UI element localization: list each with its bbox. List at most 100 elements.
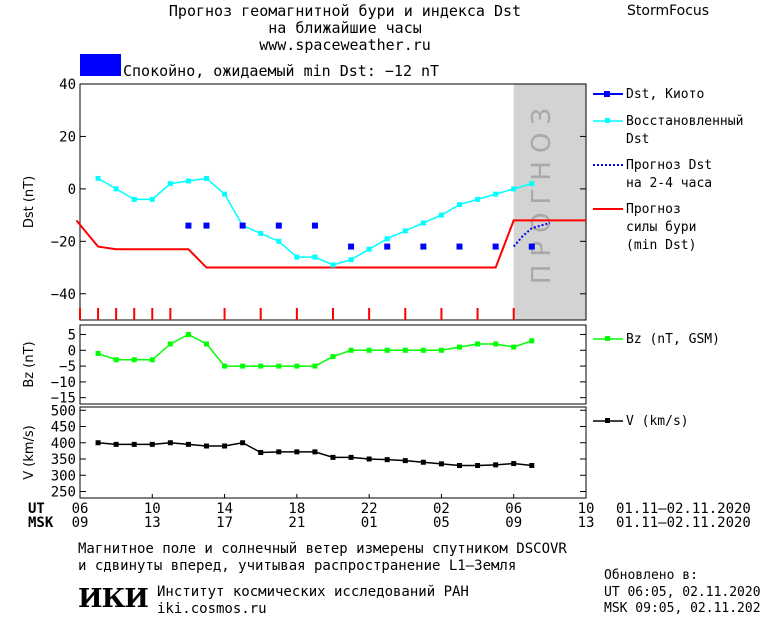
dst-kyoto-point-2 [239, 222, 246, 229]
dst-ytick-label-2: 0 [68, 182, 76, 198]
bz-point-23 [511, 344, 517, 350]
dst-restored-point-11 [294, 254, 300, 260]
brand-name: StormFocus [627, 3, 710, 19]
msk-tick-label-3: 21 [288, 515, 305, 531]
forecast-label: ПРОГНОЗ [527, 100, 557, 284]
page-subtitle: на ближайшие часы [268, 19, 422, 37]
dst-panel: ПРОГНОЗ 40 20 0 −20 −40 Dst (nT) [22, 77, 623, 321]
v-ytick-label-0: 500 [51, 403, 76, 419]
status-color-box [80, 54, 121, 76]
dst-restored-point-13 [330, 262, 336, 268]
bz-point-21 [475, 341, 481, 347]
bz-line [97, 333, 533, 367]
legend-kyoto-marker [604, 91, 610, 97]
ut-tick-label-5: 02 [433, 501, 450, 517]
ut-tick-label-6: 06 [505, 501, 522, 517]
dst-restored-point-24 [529, 181, 535, 187]
dst-kyoto-point-8 [456, 243, 463, 250]
dst-kyoto-point-9 [492, 243, 499, 250]
bz-point-14 [348, 347, 354, 353]
dst-restored-point-10 [276, 238, 282, 244]
v-ytick-label-1: 450 [51, 420, 76, 436]
dst-restored-point-9 [258, 230, 264, 236]
dst-restored-point-14 [348, 257, 354, 263]
dst-restored-point-23 [511, 186, 517, 192]
msk-tick-label-2: 17 [216, 515, 233, 531]
v-point-15 [366, 456, 372, 462]
dst-ylabel: Dst (nT) [22, 176, 37, 228]
v-point-16 [384, 457, 390, 463]
msk-tick-label-1: 13 [144, 515, 161, 531]
ut-label: UT [28, 501, 45, 517]
v-point-24 [529, 463, 535, 468]
dst-kyoto-point-0 [185, 222, 192, 229]
footer-note-2: и сдвинуты вперед, учитывая распростране… [78, 558, 517, 574]
legend-storm-forecast-1: Прогноз [626, 202, 681, 217]
bz-point-20 [457, 344, 462, 350]
iki-logo: ИКИ [78, 584, 149, 614]
ut-tick-label-2: 14 [216, 501, 233, 517]
bz-frame [79, 324, 587, 405]
v-ytick-label-4: 300 [51, 468, 76, 484]
bz-point-17 [402, 347, 408, 353]
dst-restored-point-22 [493, 191, 499, 197]
dst-restored-point-20 [457, 202, 462, 208]
updated-label: Обновлено в: [604, 568, 698, 583]
updated-msk: MSK 09:05, 02.11.2020 [604, 601, 760, 616]
bz-point-7 [222, 363, 228, 369]
legend-dst-restored-2: Dst [626, 132, 650, 147]
msk-tick-label-6: 09 [505, 515, 522, 531]
dst-restored-point-4 [167, 181, 173, 187]
forecast-region [513, 84, 586, 320]
v-point-1 [113, 441, 119, 447]
msk-tick-label-5: 05 [433, 515, 450, 531]
site-link[interactable]: www.spaceweather.ru [259, 36, 431, 54]
legend-dst-kyoto: Dst, Киото [626, 87, 705, 102]
bz-point-12 [312, 363, 318, 369]
bz-point-4 [167, 341, 173, 347]
v-ytick-label-3: 350 [51, 452, 76, 468]
bz-ytick-label-1: 0 [68, 343, 76, 359]
v-point-20 [457, 463, 462, 468]
v-point-23 [511, 461, 517, 467]
bz-point-3 [149, 357, 155, 363]
v-point-5 [185, 441, 191, 447]
v-ytick-label-5: 250 [51, 485, 76, 501]
v-point-0 [95, 440, 101, 446]
legend-dst-forecast-1: Прогноз Dst [626, 158, 713, 173]
v-ylabel: V (km/s) [22, 425, 37, 480]
institute-name: Институт космических исследований РАН [157, 584, 469, 600]
dst-restored-point-6 [204, 175, 209, 181]
dst-restored-point-7 [222, 191, 228, 197]
legend-dst-restored-1: Восстановленный [626, 114, 744, 129]
bz-panel: 50−5−10−15 Bz (nT) [22, 324, 623, 407]
v-point-9 [258, 450, 264, 455]
ut-range: 01.11–02.11.2020 [616, 501, 751, 517]
institute-site[interactable]: iki.cosmos.ru [157, 601, 267, 617]
msk-label: MSK [28, 515, 54, 531]
bz-point-24 [529, 338, 535, 344]
dst-ytick-label-0: 40 [59, 77, 76, 93]
bz-point-13 [330, 354, 336, 360]
v-point-4 [167, 440, 173, 446]
dst-restored-point-2 [131, 196, 137, 202]
bz-point-9 [258, 363, 264, 369]
dst-restored-point-12 [312, 254, 318, 260]
v-point-10 [276, 449, 282, 455]
bz-point-6 [204, 341, 209, 347]
bz-point-5 [185, 331, 191, 337]
v-point-3 [149, 441, 155, 447]
dst-ytick-label-1: 20 [59, 129, 76, 145]
bz-point-10 [276, 363, 282, 369]
dst-kyoto-point-7 [420, 243, 427, 250]
ut-tick-label-3: 18 [288, 501, 305, 517]
legend-storm-forecast-2: силы бури [626, 220, 697, 235]
bz-point-18 [420, 347, 426, 353]
msk-range: 01.11–02.11.2020 [616, 515, 751, 531]
legend-dst-forecast-2: на 2-4 часа [626, 176, 713, 191]
ut-tick-label-7: 10 [578, 501, 595, 517]
dst-restored-point-1 [113, 186, 119, 192]
dst-kyoto-point-1 [203, 222, 210, 229]
